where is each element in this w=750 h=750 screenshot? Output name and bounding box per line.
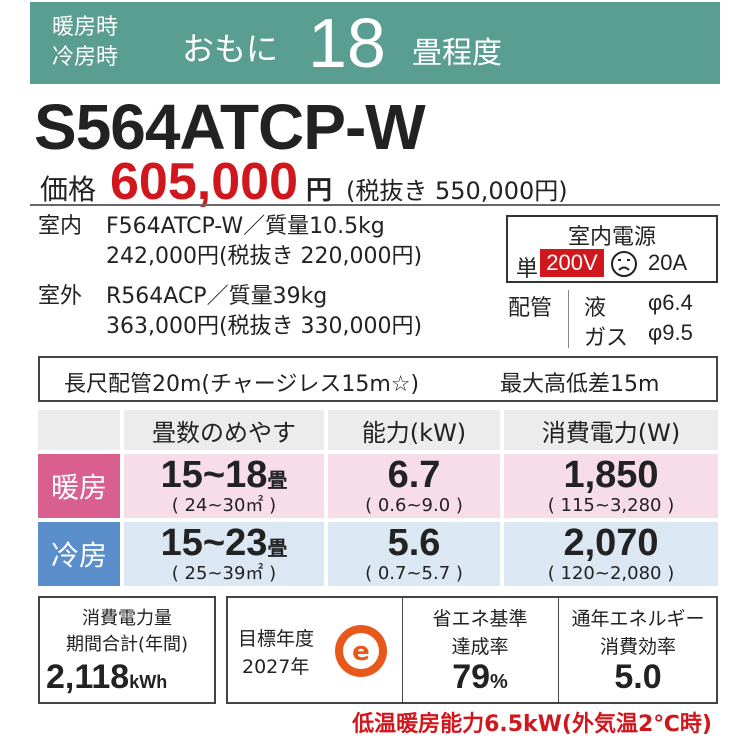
- gas-value: φ9.5: [648, 320, 693, 345]
- outdoor-model-weight: R564ACP／質量39kg: [106, 284, 328, 309]
- annual-power-value: 2,118: [46, 658, 130, 696]
- cooling-tatami-unit: 畳: [267, 536, 288, 560]
- efficiency-divider-1: [402, 596, 403, 704]
- low-temp-heating-note: 低温暖房能力6.5kW(外気温2℃時): [352, 712, 712, 737]
- annual-power-unit: kWh: [129, 672, 168, 692]
- apf-line1: 通年エネルギー: [571, 608, 705, 630]
- heating-tatami-range: ( 24~30㎡ ): [171, 495, 277, 516]
- table-header-tatami: 畳数のめやす: [124, 410, 324, 450]
- cooling-power-cell: 2,070 ( 120~2,080 ): [504, 522, 718, 586]
- cooling-row-label: 冷房: [38, 522, 120, 586]
- heating-label: 暖房時: [52, 15, 119, 40]
- room-size-unit: 畳程度: [412, 36, 502, 71]
- achievement-line1: 省エネ基準: [432, 608, 528, 630]
- table-header-corner: [38, 410, 120, 450]
- power-phase: 単: [516, 257, 539, 282]
- annual-power-line2: 期間合計(年間): [65, 634, 189, 655]
- annual-power-line1: 消費電力量: [82, 608, 172, 629]
- achievement-line2: 達成率: [451, 636, 509, 658]
- heating-row-label: 暖房: [38, 454, 120, 518]
- target-year-line1: 目標年度: [238, 628, 315, 650]
- indoor-power-box: 室内電源 単 200V 20A: [506, 215, 718, 283]
- price-amount: 605,000: [110, 153, 298, 211]
- heating-tatami: 15~18: [160, 454, 268, 496]
- cooling-power-range: ( 120~2,080 ): [547, 563, 675, 584]
- outdoor-price: 363,000円(税抜き 330,000円): [106, 314, 423, 339]
- efficiency-box: 目標年度 2027年 e 省エネ基準 達成率 79% 通年エネルギー 消費効率 …: [226, 596, 718, 704]
- e-mark-icon: e: [335, 625, 387, 677]
- divider: [30, 204, 720, 206]
- annual-power-value-row: 2,118kWh: [46, 658, 167, 697]
- cooling-capacity-cell: 5.6 ( 0.7~5.7 ): [328, 522, 500, 586]
- model-number: S564ATCP-W: [34, 91, 426, 163]
- long-piping-box: 長尺配管20m(チャージレス15m☆) 最大高低差15m: [38, 356, 718, 402]
- cooling-tatami: 15~23: [160, 522, 268, 564]
- price-row: 価格 605,000 円 (税抜き 550,000円): [40, 152, 568, 212]
- table-header-capacity: 能力(kW): [328, 410, 500, 450]
- price-excl-tax: (税抜き 550,000円): [346, 177, 568, 205]
- room-size-banner: 暖房時 冷房時 おもに 18 畳程度: [30, 2, 720, 84]
- apf-value: 5.0: [614, 658, 662, 696]
- e-mark-letter: e: [352, 637, 370, 667]
- apf-line2: 消費効率: [599, 636, 676, 658]
- piping-label: 配管: [508, 296, 553, 321]
- indoor-price: 242,000円(税抜き 220,000円): [106, 244, 423, 269]
- heating-power-range: ( 115~3,280 ): [547, 495, 675, 516]
- heating-capacity-cell: 6.7 ( 0.6~9.0 ): [328, 454, 500, 518]
- cooling-tatami-range: ( 25~39㎡ ): [171, 563, 277, 584]
- efficiency-divider-2: [558, 596, 559, 704]
- heating-power: 1,850: [563, 454, 659, 496]
- height-diff-text: 最大高低差15m: [500, 372, 660, 397]
- indoor-model-weight: F564ATCP-W／質量10.5kg: [106, 214, 385, 239]
- heating-tatami-unit: 畳: [267, 468, 288, 492]
- achievement-unit: %: [490, 671, 508, 693]
- cooling-label: 冷房時: [52, 45, 119, 70]
- cooling-power: 2,070: [563, 522, 659, 564]
- heating-power-cell: 1,850 ( 115~3,280 ): [504, 454, 718, 518]
- indoor-label: 室内: [38, 214, 83, 239]
- long-piping-text: 長尺配管20m(チャージレス15m☆): [64, 372, 420, 397]
- cooling-tatami-cell: 15~23畳 ( 25~39㎡ ): [124, 522, 324, 586]
- table-header-power: 消費電力(W): [504, 410, 718, 450]
- gas-label: ガス: [584, 326, 629, 351]
- liquid-label: 液: [584, 296, 607, 321]
- target-year-line2: 2027年: [242, 656, 310, 678]
- heating-tatami-cell: 15~18畳 ( 24~30㎡ ): [124, 454, 324, 518]
- mainly-label: おもに: [182, 30, 279, 68]
- piping-divider: [568, 290, 569, 348]
- voltage-badge: 200V: [540, 249, 604, 277]
- annual-power-box: 消費電力量 期間合計(年間) 2,118kWh: [38, 596, 216, 704]
- power-title: 室内電源: [567, 225, 656, 250]
- cooling-capacity: 5.6: [387, 522, 441, 564]
- cooling-capacity-range: ( 0.7~5.7 ): [365, 563, 463, 584]
- price-yen: 円: [305, 176, 332, 206]
- achievement-value: 79: [452, 658, 491, 696]
- power-amperage: 20A: [648, 250, 688, 275]
- heating-capacity: 6.7: [387, 454, 441, 496]
- plug-face-icon: [611, 251, 637, 277]
- room-size-number: 18: [308, 4, 386, 82]
- heating-capacity-range: ( 0.6~9.0 ): [365, 495, 463, 516]
- liquid-value: φ6.4: [648, 290, 693, 315]
- achievement-value-row: 79%: [404, 658, 556, 697]
- outdoor-label: 室外: [38, 284, 83, 309]
- price-label: 価格: [40, 173, 97, 206]
